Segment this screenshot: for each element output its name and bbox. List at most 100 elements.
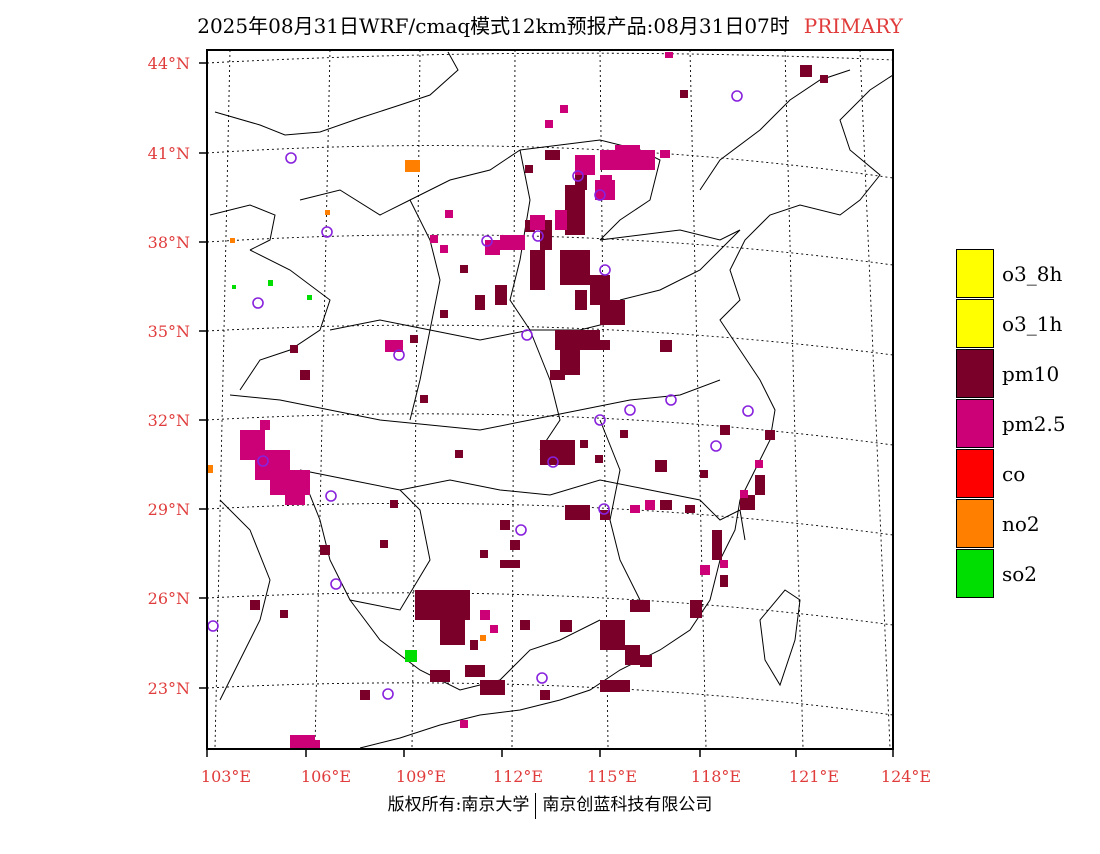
- station-marker-icon: [321, 226, 333, 238]
- legend-label: pm10: [1002, 362, 1060, 386]
- longitude-labels: 103°E 106°E 109°E 112°E 115°E 118°E 121°E 124°E: [201, 767, 931, 786]
- pm10-cell: [712, 530, 722, 560]
- border-south-central: [299, 469, 701, 501]
- legend-item: o3_1h: [956, 299, 1100, 349]
- parallel-23n: [206, 682, 894, 716]
- parallel-44n: [206, 52, 894, 64]
- pm10-cell: [390, 500, 398, 508]
- no2-cell: [207, 465, 213, 473]
- station-marker-icon: [624, 404, 636, 416]
- so2-cell: [268, 280, 273, 286]
- pm25-cell: [385, 340, 403, 352]
- pm25-cell: [555, 210, 567, 230]
- pm10-cell: [600, 300, 625, 325]
- legend-label: o3_1h: [1002, 312, 1063, 336]
- meridian-109e: [411, 49, 421, 749]
- pm25-cells: [240, 52, 763, 749]
- pm25-cell: [740, 490, 748, 498]
- title-main: 2025年08月31日WRF/cmaq模式12km预报产品:08月31日07时: [197, 14, 790, 38]
- legend-swatch: [956, 299, 994, 348]
- no2-cell: [230, 238, 235, 243]
- pm25-cell: [575, 155, 595, 175]
- pm10-cell: [525, 165, 533, 173]
- legend-swatch: [956, 399, 994, 448]
- pm10-cell: [475, 295, 485, 310]
- legend-swatch: [956, 349, 994, 398]
- pm25-cell: [645, 500, 655, 510]
- pm25-cell: [445, 210, 453, 218]
- pm10-cell: [410, 335, 418, 343]
- pm10-cell: [600, 510, 610, 520]
- pm10-cell: [360, 690, 370, 700]
- pm25-cell: [260, 420, 270, 430]
- station-marker-icon: [532, 230, 544, 242]
- map-title: 2025年08月31日WRF/cmaq模式12km预报产品:08月31日07时 P…: [0, 10, 1100, 39]
- pm10-cell: [320, 545, 330, 555]
- pm10-cell: [280, 610, 288, 618]
- pm25-cell: [460, 720, 468, 728]
- pm10-cell: [470, 640, 478, 650]
- pm10-cell: [250, 600, 260, 610]
- pm25-cell: [700, 565, 710, 575]
- station-marker-icon: [572, 170, 584, 182]
- pm10-cells: [250, 65, 828, 700]
- pm10-cell: [540, 690, 550, 700]
- station-marker-icon: [285, 152, 297, 164]
- pm10-cell: [575, 175, 587, 190]
- pm10-cell: [680, 90, 688, 98]
- station-marker-icon: [481, 235, 493, 247]
- pm10-cell: [500, 520, 510, 530]
- pm25-cell: [285, 490, 305, 505]
- legend-item: pm2.5: [956, 399, 1100, 449]
- pm10-cell: [560, 620, 572, 632]
- lon-label: 124°E: [881, 767, 931, 786]
- pm25-cell: [305, 740, 320, 749]
- legend-swatch: [956, 549, 994, 598]
- meridian-112e: [511, 49, 516, 749]
- pm10-cell: [550, 370, 565, 380]
- station-marker-icon: [252, 297, 264, 309]
- so2-cell: [232, 285, 236, 289]
- legend-label: pm2.5: [1002, 412, 1066, 436]
- lon-label: 121°E: [789, 767, 839, 786]
- title-tag: PRIMARY: [803, 14, 903, 38]
- lat-label: 44°N: [148, 54, 190, 73]
- pm10-cell: [555, 330, 600, 350]
- lat-label: 29°N: [148, 500, 190, 519]
- border-gansu: [209, 204, 276, 251]
- pm25-cell: [665, 52, 673, 58]
- legend-item: co: [956, 449, 1100, 499]
- pm10-cell: [560, 350, 580, 375]
- lat-label: 41°N: [148, 144, 190, 163]
- pm10-cell: [600, 620, 625, 650]
- pm25-cell: [660, 150, 670, 158]
- legend-label: so2: [1002, 562, 1038, 586]
- pm10-cell: [590, 275, 610, 305]
- pm10-cell: [800, 65, 812, 77]
- pm10-cell: [480, 680, 505, 695]
- pm25-cell: [720, 560, 728, 568]
- pm10-cell: [500, 560, 520, 568]
- station-marker-icon: [665, 394, 677, 406]
- meridian-121e: [784, 49, 804, 749]
- pm10-cell: [700, 470, 708, 478]
- latitude-labels: 44°N 41°N 38°N 35°N 32°N 29°N 26°N 23°N: [148, 54, 190, 698]
- lat-label: 23°N: [148, 679, 190, 698]
- pm25-cell: [490, 625, 498, 633]
- no2-cell: [325, 210, 330, 215]
- meridian-118e: [689, 49, 707, 749]
- border-zhejiang-fujian: [699, 499, 746, 541]
- pm10-cell: [510, 540, 520, 550]
- pm10-cell: [600, 340, 610, 350]
- border-yangtze: [229, 379, 721, 431]
- legend-swatch: [956, 249, 994, 298]
- pm25-cell: [480, 610, 490, 620]
- lat-label: 26°N: [148, 589, 190, 608]
- station-marker-icon: [594, 189, 606, 201]
- pm10-cell: [660, 500, 672, 510]
- station-marker-icon: [547, 456, 559, 468]
- pm10-cell: [565, 505, 590, 520]
- axis-ticks: [199, 62, 894, 757]
- footer-separator: [535, 792, 537, 819]
